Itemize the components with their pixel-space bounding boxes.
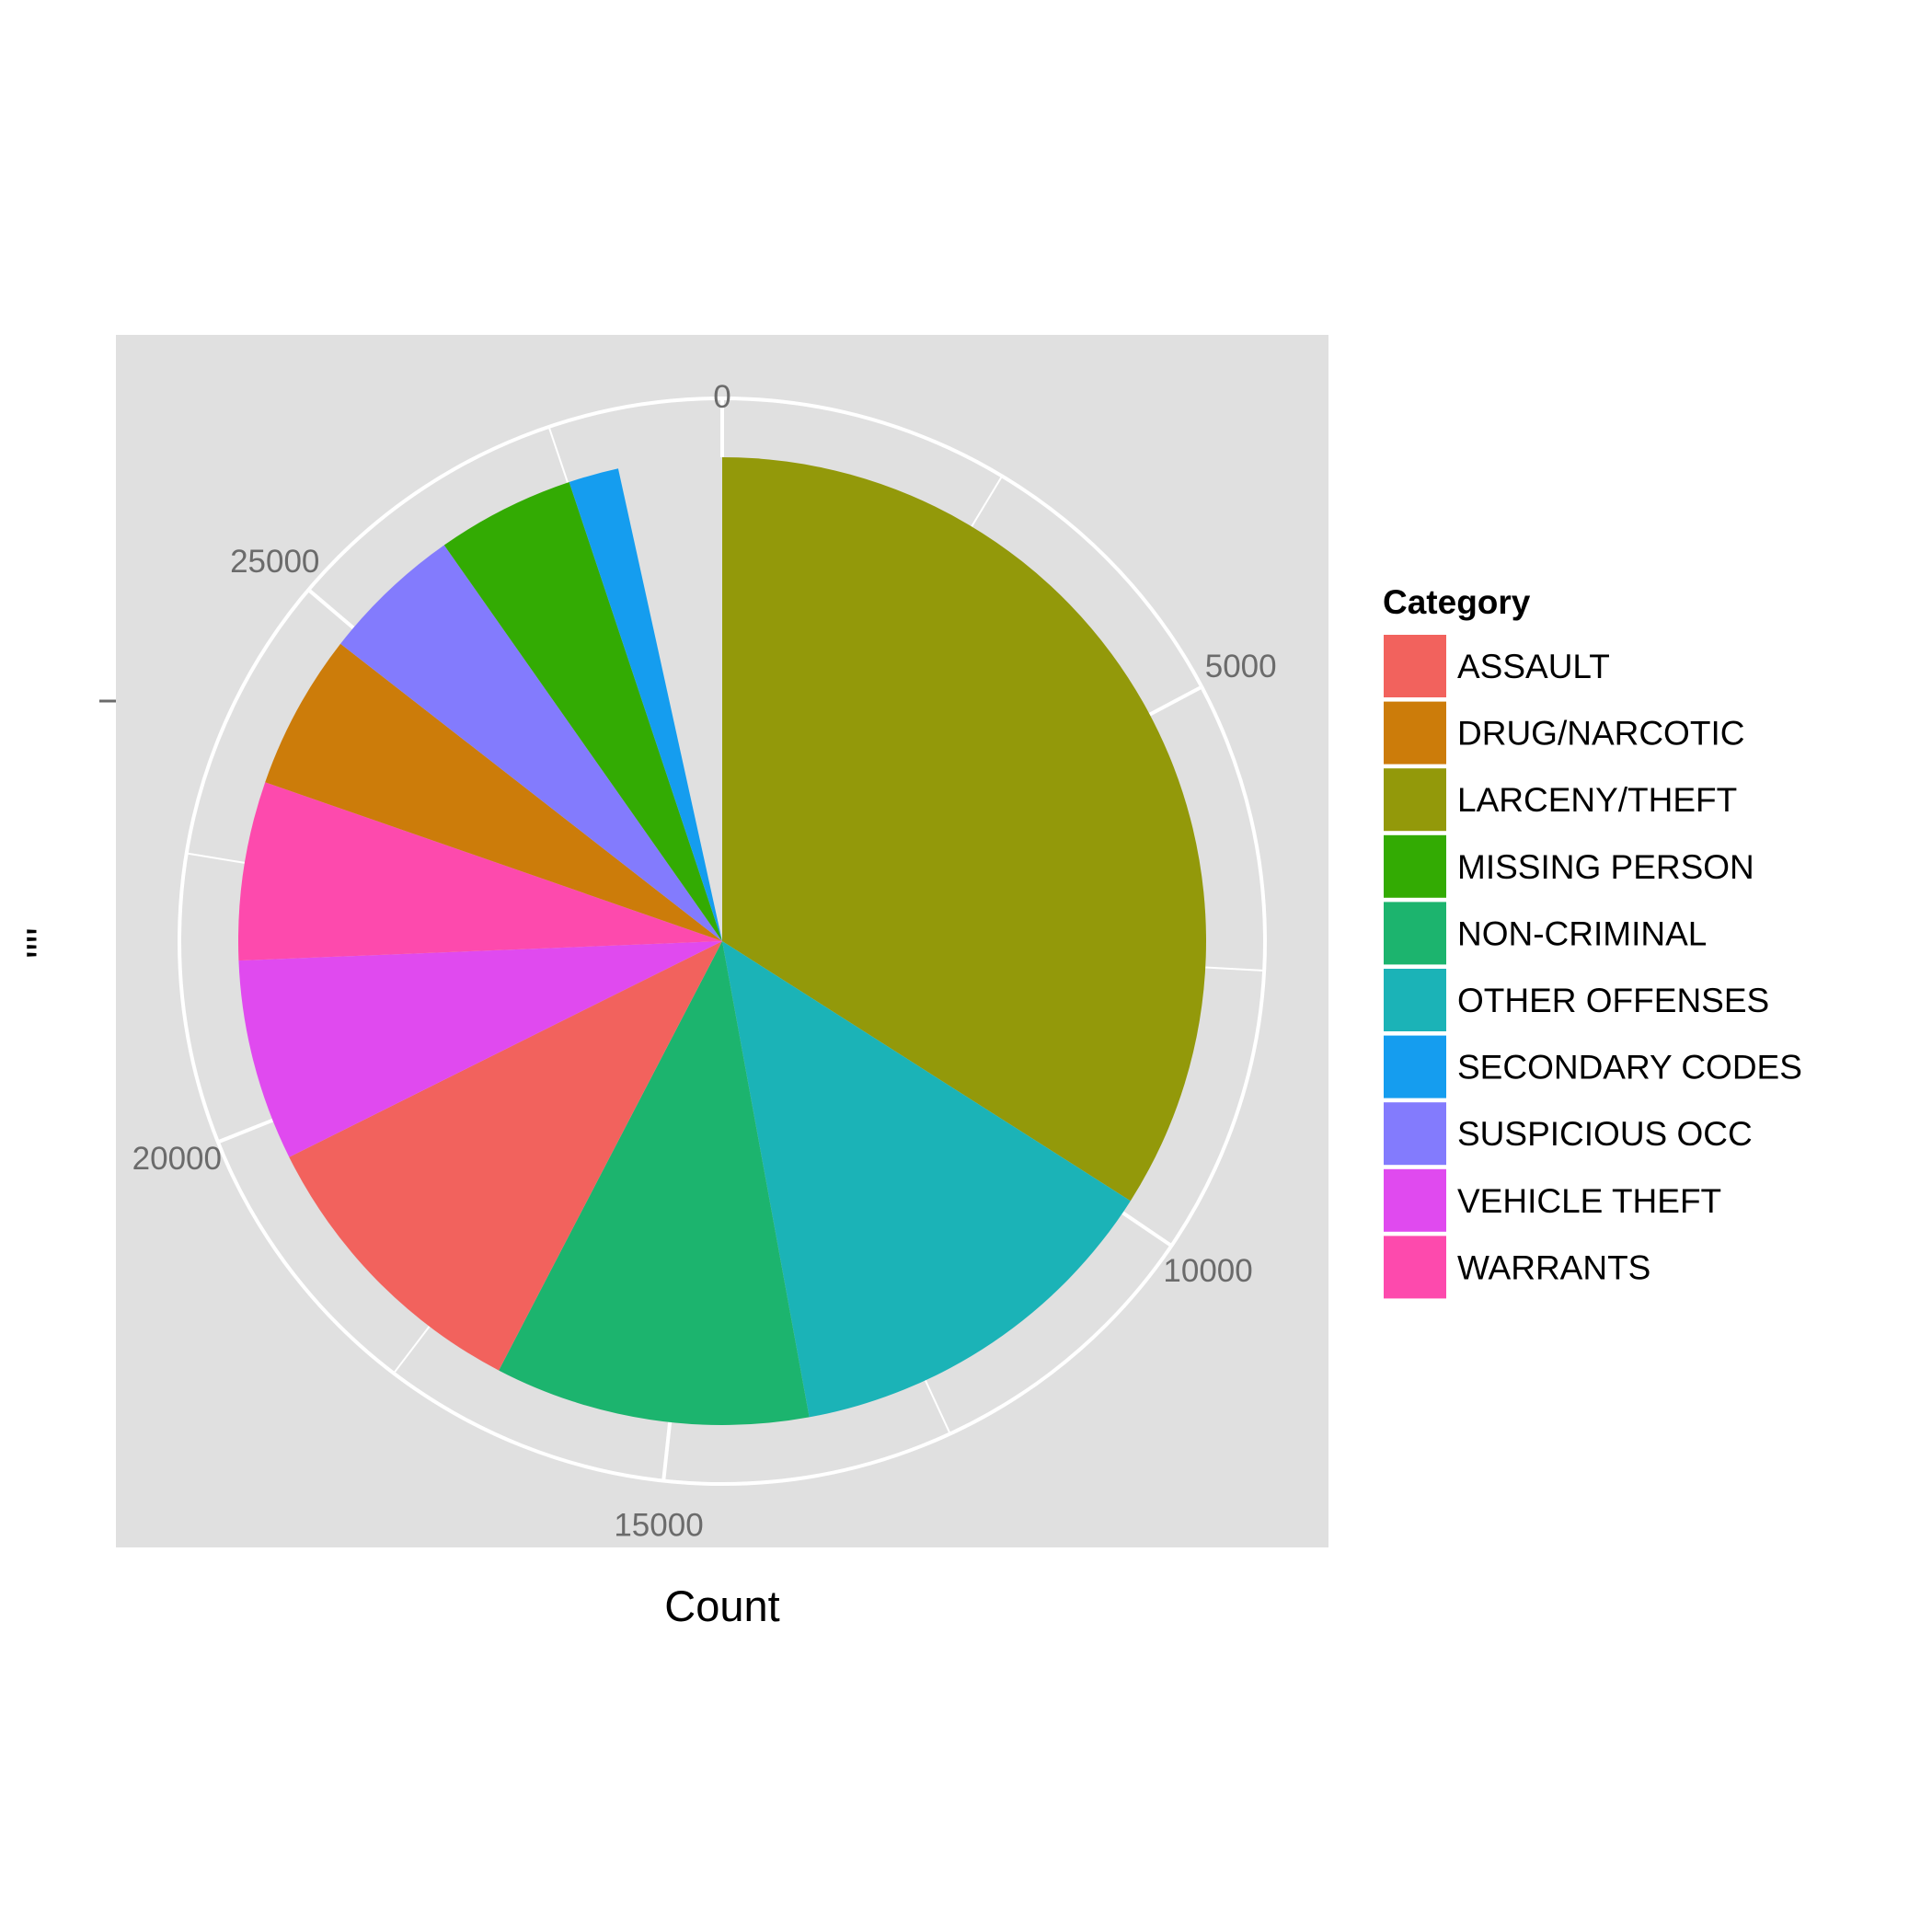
- polar-grid: [178, 397, 1267, 1486]
- legend-swatch-other-offenses: [1382, 967, 1448, 1033]
- legend-swatch-assault: [1382, 633, 1448, 699]
- slice-larceny-theft: [722, 457, 1206, 1202]
- grid-line: [1148, 684, 1203, 717]
- pie-slices: [238, 457, 1206, 1425]
- legend-swatch-vehicle-theft: [1382, 1167, 1448, 1234]
- legend-label-drug-narcotic: DRUG/NARCOTIC: [1457, 715, 1744, 753]
- legend-swatch-larceny-theft: [1382, 766, 1448, 834]
- grid-line-minor: [924, 1379, 951, 1434]
- grid-line: [307, 588, 355, 629]
- legend-title: Category: [1383, 583, 1531, 621]
- theta-tick-label: 0: [713, 379, 730, 415]
- legend-label-assault: ASSAULT: [1457, 648, 1610, 685]
- theta-tick-label: 20000: [132, 1141, 222, 1177]
- legend-swatch-non-criminal: [1382, 900, 1448, 967]
- legend-label-vehicle-theft: VEHICLE THEFT: [1457, 1182, 1721, 1220]
- slice-missing-person: [443, 481, 722, 941]
- theta-tick-label: 15000: [614, 1507, 703, 1543]
- theta-tick-label: 25000: [230, 544, 319, 580]
- legend-swatch-warrants: [1382, 1234, 1448, 1301]
- legend-swatch-missing-person: [1382, 833, 1448, 900]
- slice-vehicle-theft: [238, 941, 722, 1157]
- grid-line: [1121, 1211, 1173, 1248]
- legend: ASSAULT DRUG/NARCOTIC LARCENY/THEFT MISSING…: [1382, 633, 1802, 1301]
- slice-non-criminal: [499, 941, 810, 1425]
- legend-swatch-secondary-codes: [1382, 1033, 1448, 1100]
- legend-label-other-offenses: OTHER OFFENSES: [1457, 982, 1769, 1019]
- legend-label-suspicious-occ: SUSPICIOUS OCC: [1457, 1115, 1753, 1153]
- slice-other-offenses: [722, 941, 1131, 1418]
- grid-line-minor: [547, 426, 569, 483]
- legend-label-larceny-theft: LARCENY/THEFT: [1457, 781, 1737, 819]
- grid-line: [217, 1118, 274, 1144]
- theta-tick-label: 5000: [1205, 649, 1277, 684]
- grid-line-minor: [1205, 966, 1265, 972]
- y-axis-title: "": [17, 927, 66, 958]
- legend-swatch-suspicious-occ: [1382, 1100, 1448, 1167]
- legend-label-warrants: WARRANTS: [1457, 1248, 1650, 1286]
- theta-tick-label: 10000: [1163, 1253, 1252, 1289]
- slice-secondary-codes: [569, 468, 722, 941]
- grid-line-minor: [186, 852, 246, 864]
- slice-suspicious-occ: [340, 545, 722, 941]
- theta-tick-labels: 0 5000 10000 15000 20000 25000: [132, 379, 1277, 1543]
- slice-assault: [289, 941, 722, 1371]
- slice-warrants: [238, 782, 722, 961]
- legend-label-secondary-codes: SECONDARY CODES: [1457, 1049, 1802, 1087]
- slice-drug-narcotic: [265, 643, 722, 941]
- legend-swatch-drug-narcotic: [1382, 699, 1448, 766]
- grid-line: [661, 1421, 673, 1481]
- legend-label-missing-person: MISSING PERSON: [1457, 848, 1754, 886]
- legend-label-non-criminal: NON-CRIMINAL: [1457, 914, 1707, 952]
- grid-line-minor: [393, 1326, 431, 1374]
- x-axis-title: Count: [664, 1581, 779, 1630]
- grid-line-minor: [971, 475, 1004, 527]
